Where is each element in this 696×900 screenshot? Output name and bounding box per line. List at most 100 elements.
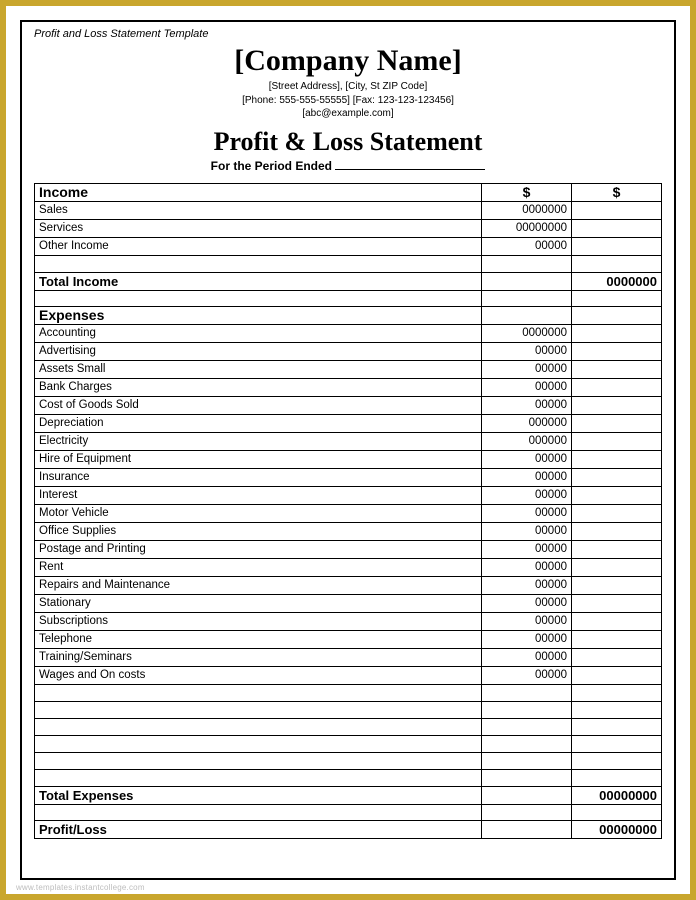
total-income-value: 0000000 <box>572 272 662 290</box>
income-row: Services00000000 <box>35 219 662 237</box>
expense-amt1: 00000 <box>482 450 572 468</box>
expense-amt2 <box>572 752 662 769</box>
income-header-row: Income$$ <box>35 183 662 201</box>
watermark: www.templates.instantcollege.com <box>16 883 145 892</box>
income-row: Sales0000000 <box>35 201 662 219</box>
profit-loss-label: Profit/Loss <box>35 820 482 838</box>
expense-amt1: 00000 <box>482 378 572 396</box>
expense-row: Depreciation000000 <box>35 414 662 432</box>
expense-amt1: 000000 <box>482 432 572 450</box>
expense-amt2 <box>572 432 662 450</box>
income-row: Other Income00000 <box>35 237 662 255</box>
expense-amt2 <box>572 504 662 522</box>
expenses-col2 <box>572 306 662 324</box>
expense-label: Cost of Goods Sold <box>35 396 482 414</box>
expense-amt2 <box>572 576 662 594</box>
expense-amt2 <box>572 396 662 414</box>
period-line: For the Period Ended <box>34 159 662 173</box>
expense-row: Advertising00000 <box>35 342 662 360</box>
expense-amt2 <box>572 540 662 558</box>
expense-label: Telephone <box>35 630 482 648</box>
expense-amt1 <box>482 684 572 701</box>
expense-amt2 <box>572 648 662 666</box>
expense-label <box>35 701 482 718</box>
expense-amt1 <box>482 769 572 786</box>
total-expenses-label: Total Expenses <box>35 786 482 804</box>
currency-col2: $ <box>572 183 662 201</box>
expense-row: Wages and On costs00000 <box>35 666 662 684</box>
expense-amt2 <box>572 594 662 612</box>
spacer <box>35 290 482 306</box>
expense-amt2 <box>572 360 662 378</box>
income-amt2 <box>572 201 662 219</box>
expense-amt1: 00000 <box>482 360 572 378</box>
expense-row <box>35 752 662 769</box>
address-line3: [abc@example.com] <box>34 107 662 121</box>
expense-label: Hire of Equipment <box>35 450 482 468</box>
expense-amt2 <box>572 468 662 486</box>
income-amt1: 0000000 <box>482 201 572 219</box>
expense-row: Repairs and Maintenance00000 <box>35 576 662 594</box>
expense-row: Cost of Goods Sold00000 <box>35 396 662 414</box>
expense-amt2 <box>572 486 662 504</box>
expense-row: Subscriptions00000 <box>35 612 662 630</box>
expense-amt2 <box>572 324 662 342</box>
expense-row <box>35 701 662 718</box>
expenses-col1 <box>482 306 572 324</box>
outer-border: Profit and Loss Statement Template [Comp… <box>0 0 696 900</box>
expense-amt2 <box>572 450 662 468</box>
expense-amt2 <box>572 718 662 735</box>
expense-amt2 <box>572 666 662 684</box>
company-name: [Company Name] <box>34 44 662 78</box>
income-label: Sales <box>35 201 482 219</box>
expense-row: Stationary00000 <box>35 594 662 612</box>
address-line2: [Phone: 555-555-55555] [Fax: 123-123-123… <box>34 94 662 108</box>
expense-amt1: 00000 <box>482 396 572 414</box>
expense-amt1: 00000 <box>482 540 572 558</box>
address-block: [Street Address], [City, St ZIP Code] [P… <box>34 80 662 121</box>
expense-row: Training/Seminars00000 <box>35 648 662 666</box>
expense-amt2 <box>572 522 662 540</box>
income-amt2 <box>572 255 662 272</box>
expense-row: Accounting0000000 <box>35 324 662 342</box>
expense-row: Office Supplies00000 <box>35 522 662 540</box>
spacer <box>35 804 482 820</box>
expense-row: Rent00000 <box>35 558 662 576</box>
expense-label: Interest <box>35 486 482 504</box>
expense-row <box>35 718 662 735</box>
expenses-header-row: Expenses <box>35 306 662 324</box>
period-blank <box>335 160 485 170</box>
expense-row: Postage and Printing00000 <box>35 540 662 558</box>
expense-amt2 <box>572 684 662 701</box>
expense-label: Subscriptions <box>35 612 482 630</box>
expense-label: Rent <box>35 558 482 576</box>
expense-amt2 <box>572 769 662 786</box>
total-income-row: Total Income0000000 <box>35 272 662 290</box>
profit-loss-row: Profit/Loss00000000 <box>35 820 662 838</box>
expense-row <box>35 735 662 752</box>
expense-row <box>35 684 662 701</box>
expense-label: Depreciation <box>35 414 482 432</box>
expense-amt1: 00000 <box>482 468 572 486</box>
expense-amt1: 00000 <box>482 612 572 630</box>
period-label: For the Period Ended <box>211 159 332 173</box>
expense-amt1: 00000 <box>482 486 572 504</box>
expense-label: Motor Vehicle <box>35 504 482 522</box>
total-income-blank <box>482 272 572 290</box>
expense-amt1: 00000 <box>482 666 572 684</box>
income-header: Income <box>35 183 482 201</box>
expense-amt1 <box>482 718 572 735</box>
expense-label <box>35 718 482 735</box>
expense-amt2 <box>572 414 662 432</box>
expense-amt1: 00000 <box>482 522 572 540</box>
expense-amt1 <box>482 752 572 769</box>
expense-label <box>35 769 482 786</box>
expense-label: Accounting <box>35 324 482 342</box>
expense-amt2 <box>572 342 662 360</box>
address-line1: [Street Address], [City, St ZIP Code] <box>34 80 662 94</box>
expense-row: Insurance00000 <box>35 468 662 486</box>
expense-amt2 <box>572 558 662 576</box>
expenses-header: Expenses <box>35 306 482 324</box>
inner-border: Profit and Loss Statement Template [Comp… <box>20 20 676 880</box>
income-row <box>35 255 662 272</box>
